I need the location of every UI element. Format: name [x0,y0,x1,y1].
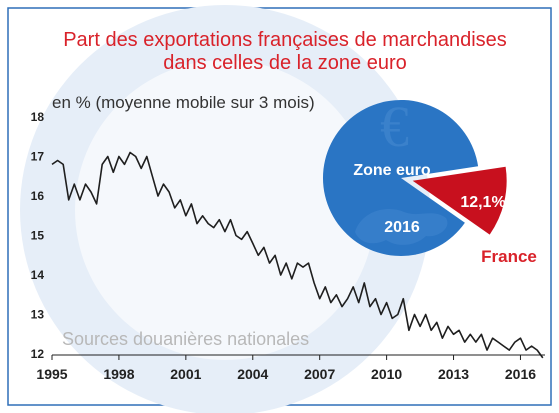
euro-map-watermark: € [355,94,448,245]
axes: 1995 1998 2001 2004 2007 2010 2013 2016 12 13 14 15… [31,110,545,382]
series-line [51,151,544,359]
x-tick-label: 2010 [371,366,402,382]
x-tick-label: 2004 [237,366,268,382]
x-tick-label: 2013 [438,366,469,382]
y-tick-label: 13 [31,308,45,322]
chart-title-line-2: dans celles de la zone euro [163,52,407,74]
pie-label-france: France [481,247,537,266]
pie-label-zone-euro: Zone euro [353,162,431,179]
x-tick-label: 1998 [103,366,134,382]
x-tick-label: 2001 [170,366,201,382]
pie-chart: € Zone euro 2016 12,1% France [322,94,537,266]
pie-slice-value-france: 12,1% [460,194,505,211]
y-tick-label: 17 [31,150,45,164]
pie-slice-zone-euro [322,99,479,256]
y-tick-label: 18 [31,110,45,124]
background-decoration-inner [75,60,375,360]
pie-slice-france [412,166,507,235]
y-tick-label: 14 [31,268,45,282]
y-tick-label: 16 [31,189,45,203]
x-tick-label: 1995 [36,366,67,382]
chart-title-line-1: Part des exportations françaises de marc… [63,29,507,51]
pie-year-label: 2016 [384,219,420,236]
x-tick-label: 2007 [304,366,335,382]
svg-text:€: € [380,94,409,159]
x-tick-label: 2016 [505,366,536,382]
y-tick-label: 12 [31,347,45,361]
source-note: Sources douanières nationales [62,329,309,349]
chart-subtitle: en % (moyenne mobile sur 3 mois) [52,93,315,112]
y-tick-label: 15 [31,229,45,243]
